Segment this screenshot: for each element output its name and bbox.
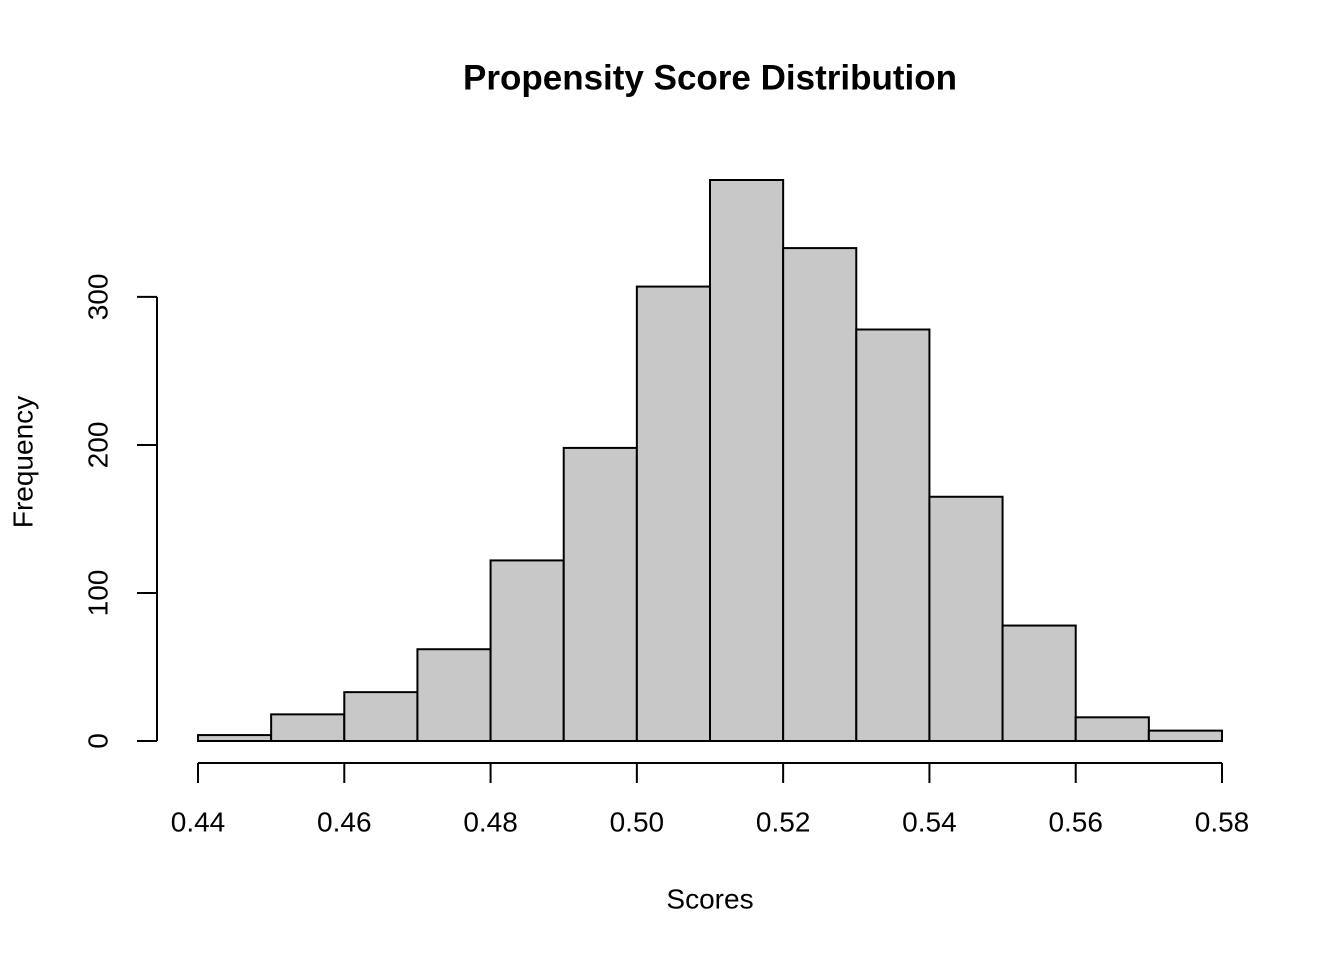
x-tick-label: 0.56 — [1048, 806, 1103, 837]
x-tick-label: 0.58 — [1195, 806, 1250, 837]
y-tick-label: 100 — [82, 570, 113, 617]
y-tick-label: 0 — [82, 733, 113, 749]
bar — [197, 734, 273, 743]
y-axis-label: Frequency — [7, 396, 38, 528]
y-tick-label: 200 — [82, 422, 113, 469]
bar — [1147, 729, 1224, 743]
bar — [1074, 716, 1150, 743]
x-tick-label: 0.48 — [463, 806, 518, 837]
bar — [343, 691, 419, 742]
bar — [709, 179, 785, 742]
bar — [635, 285, 711, 742]
bar — [1001, 624, 1077, 742]
bar — [489, 559, 565, 742]
bar — [855, 328, 931, 742]
bar — [928, 495, 1004, 742]
y-tick-label: 300 — [82, 274, 113, 321]
bar — [416, 648, 492, 743]
x-tick-label: 0.50 — [610, 806, 665, 837]
x-tick-label: 0.46 — [317, 806, 372, 837]
x-tick-label: 0.44 — [171, 806, 226, 837]
x-tick-label: 0.54 — [902, 806, 957, 837]
x-tick-label: 0.52 — [756, 806, 811, 837]
bar — [782, 247, 858, 742]
bar — [270, 713, 346, 742]
x-axis-label: Scores — [666, 883, 753, 914]
chart-title: Propensity Score Distribution — [463, 58, 957, 97]
bar — [562, 446, 638, 742]
